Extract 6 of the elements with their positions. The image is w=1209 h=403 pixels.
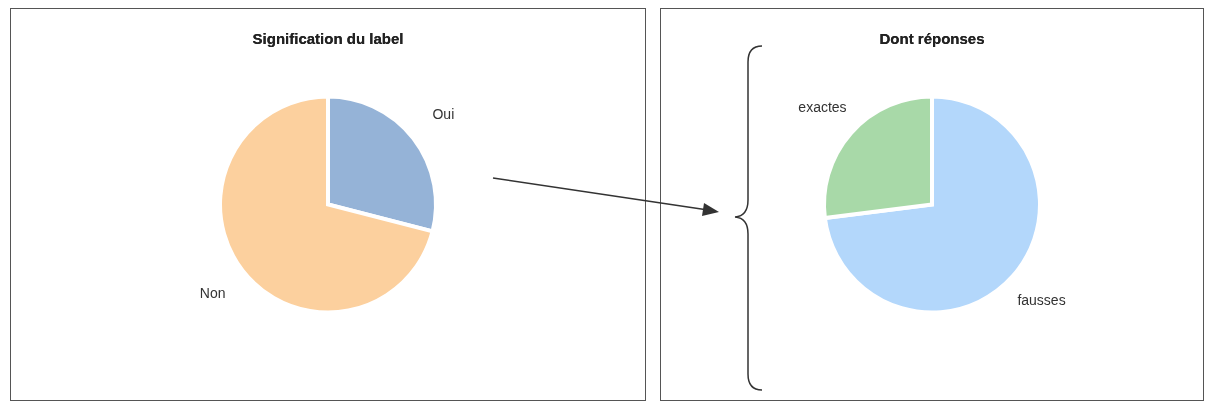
slice-label: Oui [432, 106, 455, 123]
chart-title: Signification du label [252, 30, 404, 47]
chart-title: Dont réponses [879, 30, 985, 47]
slice-label: Non [199, 284, 226, 301]
slice-label: fausses [1017, 292, 1066, 309]
slice-label: exactes [798, 98, 847, 115]
